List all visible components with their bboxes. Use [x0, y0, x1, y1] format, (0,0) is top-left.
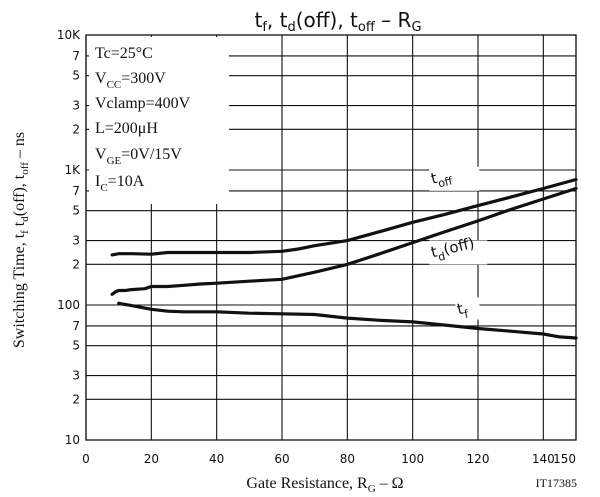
y-tick-label: 7 — [72, 184, 80, 198]
figure-code: IT17385 — [536, 476, 577, 490]
y-axis-label: Switching Time, tf td(off), toff – ns — [11, 132, 31, 348]
chart-title-sub: f — [262, 20, 267, 35]
condition-line-sub: GE — [107, 155, 122, 167]
condition-line-part: V — [95, 146, 107, 163]
series-label-text-sub: d — [437, 250, 447, 264]
y-tick-label: 3 — [72, 234, 80, 248]
x-tick-label: 0 — [82, 452, 90, 466]
x-tick-label: 80 — [340, 452, 355, 466]
condition-line: IC=10A — [95, 173, 145, 194]
y-axis-label-sub: d — [19, 216, 31, 222]
series-label-text-sub: off — [437, 174, 454, 190]
condition-line: Vclamp=400V — [95, 95, 191, 112]
y-axis-label-part: Switching Time, t — [11, 233, 28, 348]
condition-line-part: =0V/15V — [121, 146, 182, 163]
condition-line-sub: C — [100, 182, 107, 194]
y-axis-label-sub: off — [19, 162, 31, 175]
y-axis-label-part: (off), t — [11, 174, 28, 216]
series-label-bg — [455, 297, 480, 320]
series-line-2 — [117, 301, 578, 340]
condition-line-part: Tc=25°C — [95, 45, 153, 62]
condition-line-part: Vclamp=400V — [95, 95, 191, 112]
x-tick-label: 20 — [144, 452, 159, 466]
y-tick-label: 10K — [57, 28, 81, 42]
condition-line: L=200μH — [95, 120, 158, 137]
chart-title-part: (off), t — [296, 8, 358, 32]
y-tick-label: 2 — [72, 392, 80, 406]
series-label-0: toff — [429, 166, 454, 192]
series-line-0 — [110, 177, 578, 257]
x-tick-label: 140 — [532, 452, 555, 466]
series-label-2: tf — [455, 298, 471, 322]
y-tick-label: 3 — [72, 369, 80, 383]
chart-title-sub: G — [411, 20, 421, 35]
series-label-text: toff — [429, 166, 454, 192]
x-tick-label: 120 — [467, 452, 490, 466]
condition-line-part: L=200μH — [95, 120, 158, 137]
x-tick-label: 100 — [401, 452, 424, 466]
series-lines — [110, 177, 578, 340]
series-label-text-part: t — [455, 300, 465, 319]
conditions-box — [89, 37, 229, 204]
y-tick-label: 2 — [72, 122, 80, 136]
y-tick-label: 3 — [72, 99, 80, 113]
series-label-text-part: t — [429, 242, 439, 261]
y-tick-label: 10 — [65, 433, 80, 447]
condition-line-part: I — [95, 173, 100, 190]
condition-line-part: =10A — [108, 173, 145, 190]
series-label-bg — [429, 166, 480, 191]
x-axis-label: Gate Resistance, RG – Ω — [246, 475, 403, 495]
y-tick-label: 2 — [72, 257, 80, 271]
series-label-text-sub: f — [463, 307, 471, 321]
x-axis-label-part: Gate Resistance, R — [246, 475, 368, 492]
y-axis-label-part: – ns — [11, 132, 28, 162]
series-label-text-part: t — [429, 169, 439, 188]
y-tick-label: 1K — [64, 163, 81, 177]
condition-line-part: =300V — [121, 70, 166, 87]
chart-title-sub: off — [358, 20, 376, 35]
condition-line-part: V — [95, 70, 107, 87]
chart-title-part: , t — [267, 8, 288, 32]
condition-line-sub: CC — [107, 79, 122, 91]
x-tick-label: 60 — [274, 452, 289, 466]
chart-title-sub: d — [287, 20, 295, 35]
conditions-text: Tc=25°CVCC=300VVclamp=400VL=200μHVGE=0V/… — [95, 45, 191, 194]
y-tick-label: 7 — [72, 319, 80, 333]
y-tick-labels: 10 2 3 5 7 100 2 3 5 7 1K 2 3 5 7 10K — [57, 28, 81, 447]
y-axis-label-part: t — [11, 221, 28, 230]
series-label-bg — [429, 240, 488, 265]
y-tick-label: 5 — [72, 339, 80, 353]
chart-title-part: – R — [375, 8, 412, 32]
plot-frame — [85, 34, 577, 441]
y-tick-label: 5 — [72, 204, 80, 218]
chart-title: tf, td(off), toff – RG — [254, 8, 421, 35]
series-line-1 — [110, 186, 578, 296]
series-label-text: tf — [455, 298, 471, 322]
condition-line: VCC=300V — [95, 70, 166, 91]
x-tick-label: 150 — [553, 452, 576, 466]
condition-line: VGE=0V/15V — [95, 146, 182, 167]
y-tick-label: 5 — [72, 69, 80, 83]
x-tick-label: 40 — [209, 452, 224, 466]
y-tick-label: 100 — [57, 298, 80, 312]
condition-line: Tc=25°C — [95, 45, 153, 62]
x-axis-label-sub: G — [368, 483, 376, 495]
x-axis-label-part: – Ω — [376, 475, 404, 492]
chart-title-part: t — [254, 8, 262, 32]
y-axis-label-sub: f — [19, 230, 31, 234]
y-tick-label: 7 — [72, 49, 80, 63]
